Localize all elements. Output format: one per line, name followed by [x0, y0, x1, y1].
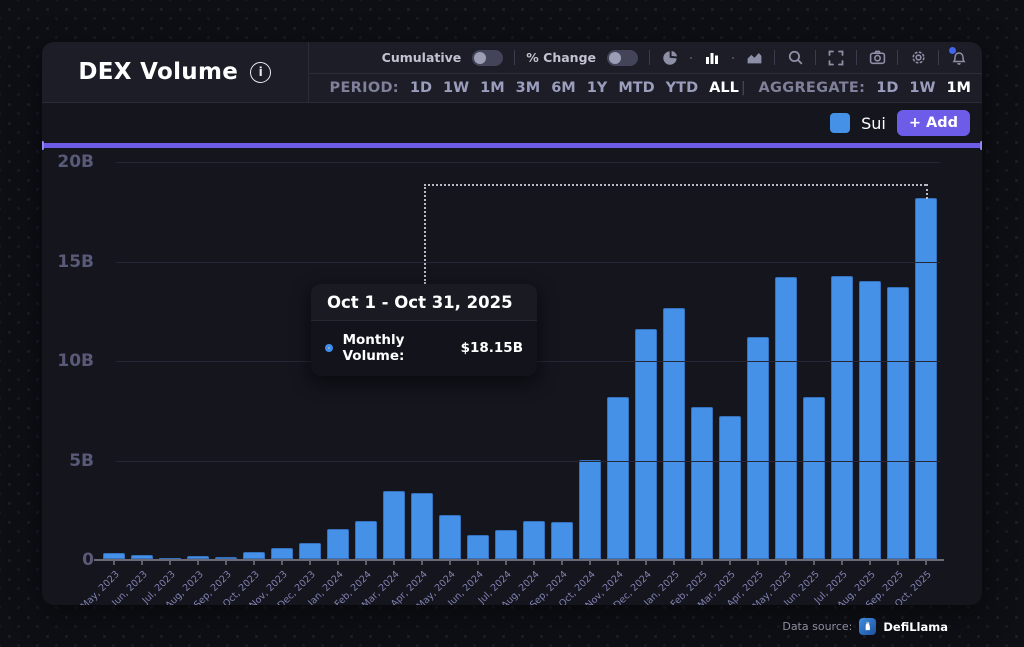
bar-dec-2024[interactable] — [635, 329, 657, 559]
bar-jul-2023[interactable] — [159, 557, 181, 559]
pct-change-label: % Change — [526, 50, 596, 65]
bar-jun-2024[interactable] — [467, 535, 489, 559]
y-tick-label: 10B — [57, 351, 94, 371]
plot-area: May, 2023 Jun, 2023 Jul, 2023 Aug, 2023 Sep,… — [79, 162, 944, 605]
aggregate-label: AGGREGATE: — [758, 80, 866, 96]
page-title: DEX Volume — [78, 59, 239, 85]
dex-volume-card: DEX Volume i Cumulative % Change — [42, 42, 982, 605]
cumulative-label: Cumulative — [381, 50, 462, 65]
brush-handle-left[interactable] — [42, 141, 44, 150]
period-selector: PERIOD: 1D 1W 1M 3M 6M 1Y MTD YTD ALL — [330, 80, 739, 96]
period-option-1m[interactable]: 1M — [480, 80, 505, 96]
card-header: DEX Volume i Cumulative % Change — [42, 42, 982, 103]
cumulative-toggle[interactable] — [472, 49, 504, 66]
period-option-mtd[interactable]: MTD — [618, 80, 655, 96]
defillama-brand: DefiLlama — [883, 619, 948, 634]
bar-nov-2023[interactable] — [271, 548, 293, 559]
period-option-3m[interactable]: 3M — [515, 80, 541, 96]
footer: Data source: DefiLlama — [782, 618, 948, 635]
bar-aug-2024[interactable] — [523, 521, 545, 559]
camera-icon[interactable] — [868, 49, 886, 67]
pct-change-toggle[interactable] — [607, 49, 638, 66]
period-label: PERIOD: — [329, 80, 399, 96]
legend-series-label: Sui — [861, 113, 886, 133]
gridline-15B — [116, 261, 940, 263]
bar-feb-2025[interactable] — [691, 406, 713, 559]
bar-nov-2024[interactable] — [607, 396, 629, 559]
period-option-1y[interactable]: 1Y — [586, 80, 608, 96]
y-tick-label: 0 — [82, 550, 94, 570]
bar-aug-2025[interactable] — [859, 281, 881, 559]
gridline-20B — [116, 162, 940, 163]
add-series-button[interactable]: + Add — [896, 110, 970, 136]
period-option-1w[interactable]: 1W — [443, 80, 470, 96]
tooltip-connector-left — [424, 183, 426, 284]
brush-handle-right[interactable] — [980, 141, 982, 150]
tooltip-series-marker — [325, 344, 333, 352]
bar-sep-2025[interactable] — [887, 287, 909, 559]
fullscreen-icon[interactable] — [827, 49, 845, 67]
data-source-label: Data source: — [782, 620, 853, 633]
title-box: DEX Volume i — [42, 42, 309, 102]
bar-may-2024[interactable] — [439, 515, 461, 559]
bar-feb-2024[interactable] — [355, 521, 377, 559]
bar-mar-2025[interactable] — [719, 415, 741, 559]
area-chart-icon[interactable] — [745, 49, 763, 67]
bar-oct-2024[interactable] — [579, 459, 601, 559]
tooltip-connector-horizontal — [424, 183, 926, 186]
aggregate-option-1m[interactable]: 1M — [946, 80, 971, 96]
bar-sep-2024[interactable] — [551, 522, 573, 559]
pie-chart-icon[interactable] — [661, 49, 679, 67]
gridline-5B — [116, 460, 940, 462]
aggregate-option-1d[interactable]: 1D — [876, 80, 899, 96]
period-option-all[interactable]: ALL — [709, 80, 739, 96]
bar-jun-2025[interactable] — [803, 396, 825, 559]
tooltip-row-label: Monthly Volume: — [342, 332, 405, 364]
bell-icon[interactable] — [949, 46, 968, 67]
bar-chart: May, 2023 Jun, 2023 Jul, 2023 Aug, 2023 Sep,… — [42, 152, 982, 605]
bar-sep-2023[interactable] — [215, 557, 237, 559]
period-option-ytd[interactable]: YTD — [665, 80, 699, 96]
bar-dec-2023[interactable] — [299, 543, 321, 559]
legend-swatch-sui[interactable] — [830, 113, 851, 133]
bar-jan-2025[interactable] — [663, 308, 685, 559]
bar-apr-2024[interactable] — [411, 493, 433, 559]
tooltip-title: Oct 1 - Oct 31, 2025 — [311, 284, 537, 321]
bar-aug-2023[interactable] — [187, 556, 209, 559]
y-tick-label: 20B — [57, 152, 94, 172]
defillama-logo-icon — [859, 618, 877, 635]
tooltip-connector-right — [926, 183, 928, 199]
aggregate-selector: AGGREGATE: 1D 1W 1M — [759, 80, 971, 96]
x-axis-line — [94, 559, 944, 561]
info-icon[interactable]: i — [250, 61, 272, 83]
time-range-brush[interactable] — [42, 141, 982, 150]
chart-tooltip: Oct 1 - Oct 31, 2025 Monthly Volume: $18… — [311, 284, 537, 376]
toolbar: Cumulative % Change — [308, 42, 982, 74]
period-option-1d[interactable]: 1D — [409, 80, 433, 96]
bar-mar-2024[interactable] — [383, 491, 405, 559]
y-tick-label: 5B — [69, 450, 94, 471]
aggregate-option-1w[interactable]: 1W — [909, 80, 936, 96]
legend: Sui + Add — [42, 103, 982, 143]
period-row: PERIOD: 1D 1W 1M 3M 6M 1Y MTD YTD ALL | AGGREGAT… — [329, 80, 971, 96]
bar-chart-icon[interactable] — [703, 49, 721, 67]
bar-apr-2025[interactable] — [747, 337, 769, 559]
bar-jan-2024[interactable] — [327, 529, 349, 559]
gear-icon[interactable] — [909, 49, 927, 67]
bar-jul-2024[interactable] — [495, 530, 517, 559]
y-tick-label: 15B — [57, 251, 94, 272]
tooltip-row-value: $18.15B — [460, 340, 523, 356]
bar-may-2023[interactable] — [103, 553, 125, 559]
bar-may-2025[interactable] — [775, 277, 797, 559]
notification-dot — [949, 46, 956, 54]
search-icon[interactable] — [786, 49, 804, 67]
bar-oct-2023[interactable] — [243, 552, 265, 559]
bar-jul-2025[interactable] — [831, 276, 853, 559]
bar-oct-2025[interactable] — [915, 197, 937, 559]
bar-jun-2023[interactable] — [131, 555, 153, 559]
period-option-6m[interactable]: 6M — [551, 80, 576, 96]
